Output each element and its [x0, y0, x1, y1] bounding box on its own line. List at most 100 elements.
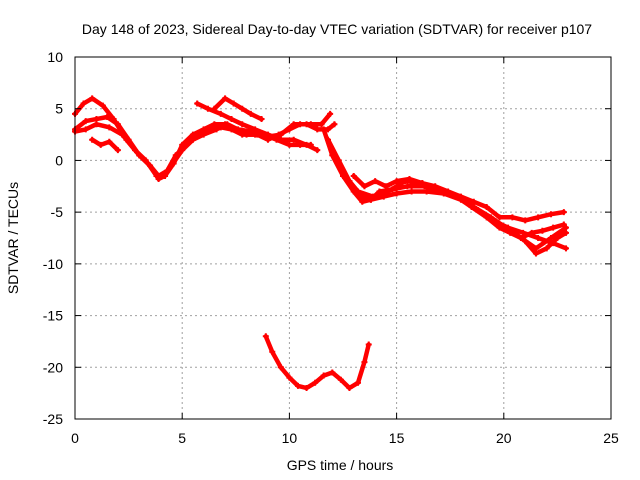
data-point	[547, 211, 554, 218]
data-point	[228, 116, 235, 123]
data-point	[327, 110, 334, 117]
data-point	[106, 124, 113, 131]
data-point	[359, 198, 366, 205]
data-point	[560, 209, 567, 216]
series-track-e	[194, 100, 321, 154]
data-point	[230, 100, 237, 107]
data-point	[562, 224, 569, 231]
y-axis-label: SDTVAR / TECUs	[5, 182, 21, 294]
data-point	[239, 121, 246, 128]
data-point	[114, 147, 121, 154]
data-point	[89, 136, 96, 143]
data-point	[547, 235, 554, 241]
data-point	[342, 172, 349, 179]
data-point	[483, 203, 490, 210]
y-tick-label: -15	[43, 308, 63, 324]
data-point	[562, 245, 569, 252]
chart-title: Day 148 of 2023, Sidereal Day-to-day VTE…	[82, 21, 592, 37]
data-point	[307, 121, 314, 128]
data-point	[189, 136, 196, 143]
data-point	[423, 188, 430, 195]
data-point	[82, 126, 89, 133]
data-point	[262, 333, 269, 340]
data-point	[217, 110, 224, 117]
data-point	[535, 214, 542, 221]
x-tick-label: 15	[389, 430, 405, 446]
data-point	[440, 188, 447, 195]
data-point	[286, 126, 293, 133]
x-tick-label: 25	[603, 430, 619, 446]
data-point	[269, 348, 276, 355]
data-point	[204, 105, 211, 112]
data-point	[425, 183, 432, 190]
series-track-l	[262, 333, 372, 391]
data-point	[509, 214, 516, 221]
data-point	[211, 105, 218, 112]
data-point	[562, 229, 569, 236]
data-point	[297, 121, 304, 128]
x-tick-label: 0	[71, 430, 79, 446]
x-tick-label: 20	[496, 430, 512, 446]
data-point	[194, 100, 201, 107]
data-point	[320, 372, 327, 379]
data-point	[404, 183, 411, 190]
data-point	[393, 190, 400, 197]
x-axis-label: GPS time / hours	[287, 457, 394, 473]
data-point	[97, 141, 104, 148]
data-point	[162, 170, 169, 177]
y-tick-label: -10	[43, 256, 63, 272]
data-point	[264, 131, 271, 138]
y-tick-label: 5	[55, 101, 63, 117]
data-point	[179, 147, 186, 154]
data-point	[329, 369, 336, 376]
data-point	[247, 110, 254, 117]
data-point	[82, 118, 89, 125]
data-point	[385, 188, 392, 195]
data-point	[372, 178, 379, 185]
data-point	[312, 379, 319, 386]
data-point	[393, 178, 400, 185]
series-track-k	[425, 183, 569, 257]
data-point	[114, 121, 121, 128]
data-point	[179, 141, 186, 148]
data-point	[496, 214, 503, 221]
data-point	[539, 227, 546, 234]
data-point	[142, 157, 149, 164]
data-point	[408, 188, 415, 195]
data-point	[294, 382, 301, 389]
data-point	[550, 224, 557, 231]
data-point	[361, 183, 368, 190]
data-point	[222, 95, 229, 102]
series-line	[89, 137, 121, 153]
data-point	[132, 147, 139, 154]
data-point	[314, 147, 321, 154]
data-point	[200, 126, 207, 133]
y-tick-label: 10	[47, 49, 63, 65]
y-tick-label: -25	[43, 411, 63, 427]
data-point	[382, 183, 389, 190]
data-point	[200, 131, 207, 138]
data-point	[543, 245, 550, 252]
data-point	[211, 121, 218, 128]
grid-lines	[75, 57, 611, 419]
data-point	[258, 116, 265, 123]
data-point	[522, 217, 529, 224]
series-track-f	[211, 95, 265, 123]
data-point	[170, 159, 177, 166]
data-point	[455, 193, 462, 200]
data-point	[252, 126, 259, 133]
data-point	[331, 121, 338, 128]
data-point	[361, 359, 368, 366]
data-point	[318, 121, 325, 128]
data-point	[153, 172, 160, 179]
series-track-d	[89, 136, 121, 154]
data-point	[286, 141, 293, 148]
data-point	[239, 105, 246, 112]
data-point	[357, 193, 364, 200]
data-point	[485, 214, 492, 221]
data-point	[355, 379, 362, 386]
data-point	[286, 374, 293, 381]
data-point	[520, 229, 527, 236]
data-point	[470, 203, 477, 210]
